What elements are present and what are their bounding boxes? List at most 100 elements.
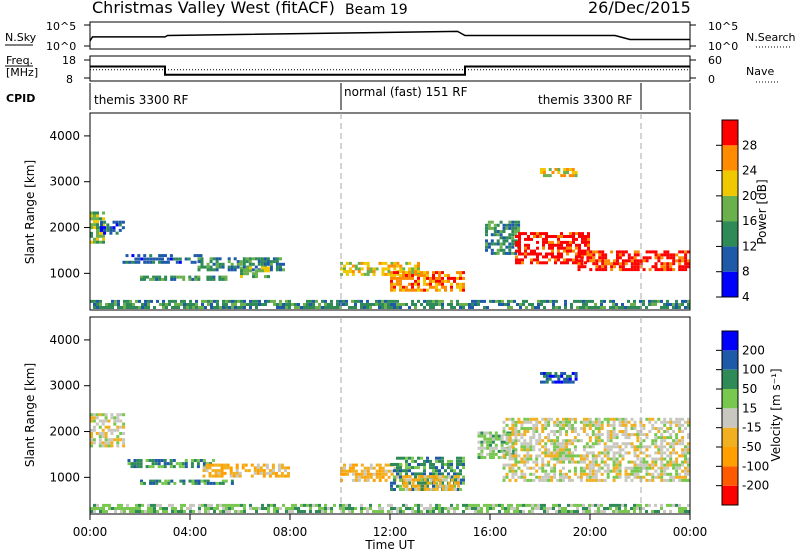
power-cell — [166, 260, 170, 264]
power-cell — [536, 258, 539, 262]
power-cell — [636, 253, 640, 257]
power-cell — [309, 306, 312, 309]
velocity-cell — [657, 472, 661, 476]
velocity-cell — [511, 445, 515, 449]
velocity-cell — [318, 503, 321, 507]
power-cell — [224, 277, 228, 281]
power-cell — [390, 288, 393, 292]
power-cell — [633, 299, 636, 303]
power-cell — [152, 257, 156, 261]
power-cell — [524, 249, 527, 253]
power-cell — [518, 249, 521, 253]
velocity-cell — [375, 463, 379, 467]
velocity-cell — [508, 457, 512, 461]
velocity-cell — [657, 445, 661, 449]
velocity-cell — [669, 423, 673, 427]
power-cell — [575, 232, 578, 236]
power-cell — [450, 282, 453, 286]
power-cell — [239, 260, 243, 264]
power-cell — [117, 303, 120, 306]
power-cell — [496, 242, 500, 246]
power-cell — [435, 299, 438, 303]
power-cell — [551, 243, 554, 247]
velocity-cell — [477, 507, 480, 510]
power-cell — [515, 261, 518, 265]
velocity-cell — [684, 460, 687, 464]
power-cell — [429, 276, 432, 280]
power-cell — [411, 285, 414, 289]
velocity-cell — [562, 460, 565, 464]
power-cell — [669, 303, 672, 306]
power-cell — [236, 260, 240, 264]
velocity-cell — [538, 466, 542, 470]
velocity-cell — [669, 454, 673, 458]
power-cell — [489, 299, 492, 303]
velocity-cell — [684, 472, 687, 476]
velocity-cell — [591, 463, 595, 467]
power-cell — [200, 257, 204, 261]
velocity-cell — [182, 479, 186, 483]
freq-unit-label: [MHz] — [6, 66, 38, 79]
velocity-cell — [193, 459, 197, 462]
velocity-cell — [399, 469, 402, 473]
power-cell — [527, 243, 530, 247]
power-cell — [366, 303, 369, 306]
velocity-cell — [411, 472, 414, 476]
velocity-cell — [687, 457, 690, 461]
power-cell — [193, 254, 197, 258]
power-cell — [348, 270, 352, 274]
power-cell — [551, 235, 554, 238]
velocity-cell — [591, 457, 595, 461]
velocity-cell — [514, 430, 518, 433]
velocity-cell — [687, 478, 690, 482]
velocity-cell — [414, 503, 417, 507]
power-cell — [420, 303, 423, 306]
power-cell — [348, 261, 352, 265]
velocity-cell — [265, 466, 269, 470]
velocity-cell — [660, 472, 664, 476]
power-cell — [225, 303, 228, 306]
power-cell — [536, 261, 539, 265]
power-cell — [112, 226, 116, 230]
velocity-cell — [624, 472, 628, 476]
power-cell — [345, 270, 349, 274]
power-cell — [152, 277, 156, 281]
power-cell — [249, 299, 252, 303]
power-cell — [508, 242, 512, 246]
velocity-cell — [177, 510, 180, 513]
power-cell — [595, 250, 599, 254]
power-cell — [206, 277, 210, 281]
velocity-cell — [220, 469, 224, 473]
power-cell — [597, 306, 600, 309]
power-cell — [496, 239, 500, 243]
power-cell — [530, 261, 533, 265]
velocity-cell — [98, 441, 102, 445]
power-cell — [275, 265, 279, 269]
power-cell — [429, 306, 432, 309]
velocity-cell — [565, 430, 568, 433]
velocity-cell — [684, 420, 687, 424]
velocity-cell — [624, 503, 627, 507]
power-cell — [309, 303, 312, 306]
velocity-cell — [139, 465, 143, 469]
power-cell — [540, 168, 543, 171]
velocity-cell — [523, 439, 527, 443]
power-cell — [384, 299, 387, 303]
velocity-cell — [369, 503, 372, 507]
velocity-cell — [149, 481, 153, 485]
power-cell — [213, 299, 216, 303]
velocity-cell — [450, 478, 454, 482]
velocity-cell — [648, 417, 652, 421]
velocity-cell — [107, 419, 111, 423]
velocity-cell — [552, 507, 555, 510]
power-cell — [666, 250, 670, 254]
velocity-cell — [99, 510, 102, 513]
power-cell — [595, 265, 599, 269]
velocity-cell — [432, 472, 435, 476]
velocity-cell — [681, 469, 685, 473]
velocity-cell — [375, 510, 378, 513]
velocity-cell — [390, 510, 393, 513]
velocity-cell — [480, 449, 484, 453]
power-cell — [566, 252, 569, 256]
velocity-cell — [609, 430, 613, 433]
